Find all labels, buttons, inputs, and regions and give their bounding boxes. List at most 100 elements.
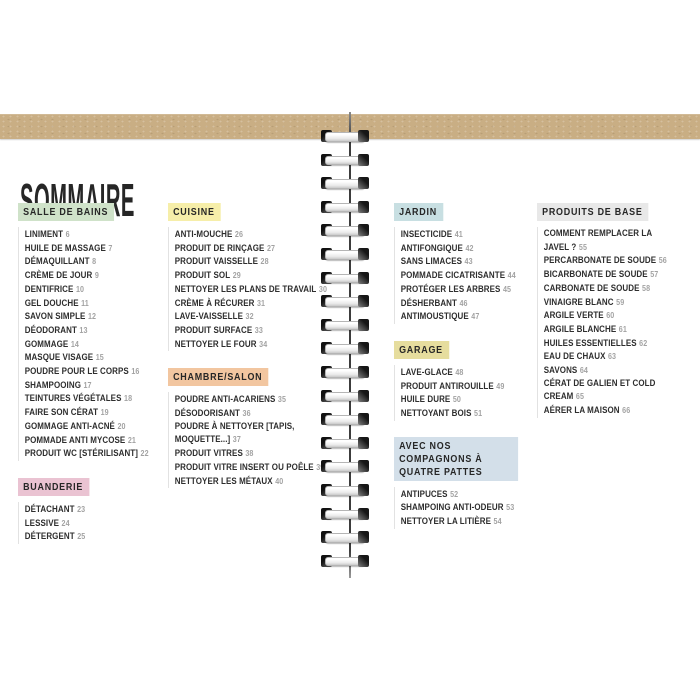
toc-section-garage: GARAGE LAVE-GLACE 48 PRODUIT ANTIROUILLE 49 H… — [394, 340, 540, 421]
toc-entry-page-number: 25 — [77, 531, 86, 542]
toc-entry: INSECTICIDE 41 — [401, 228, 546, 242]
toc-entry-page-number: 45 — [502, 283, 512, 294]
toc-entry: NETTOYANT BOIS 51 — [401, 407, 546, 421]
toc-entry-title: DENTIFRICE — [24, 283, 74, 295]
toc-entry-title: LESSIVE — [24, 517, 60, 529]
toc-entry: ANTIFONGIQUE 42 — [401, 242, 546, 256]
toc-entry-page-number: 29 — [232, 270, 241, 281]
toc-entry-title: POUDRE À NETTOYER [TAPIS, MOQUETTE...] — [174, 420, 295, 446]
toc-entry-page-number: 23 — [77, 503, 86, 514]
toc-entry-title: ANTIPUCES — [400, 488, 448, 500]
toc-entry-list: LINIMENT 6 HUILE DE MASSAGE 7 DÉMAQUILLANT 8 C… — [18, 227, 173, 461]
toc-entry-page-number: 30 — [318, 283, 328, 294]
toc-entry: HUILES ESSENTIELLES 62 — [544, 337, 695, 351]
toc-entry: LAVE-GLACE 48 — [401, 366, 546, 380]
toc-entry-page-number: 27 — [266, 242, 276, 253]
toc-entry: SANS LIMACES 43 — [401, 255, 546, 269]
toc-entry-page-number: 22 — [140, 448, 149, 459]
spiral-hole — [358, 177, 369, 190]
toc-entry-title: SHAMPOOING — [24, 379, 81, 391]
toc-entry-page-number: 34 — [259, 338, 268, 349]
toc-entry-list: LAVE-GLACE 48 PRODUIT ANTIROUILLE 49 HUILE D… — [394, 364, 546, 421]
toc-entry-title: TEINTURES VÉGÉTALES — [24, 393, 122, 405]
toc-entry: PRODUIT WC [STÉRILISANT] 22 — [25, 447, 174, 461]
toc-entry: NETTOYER LE FOUR 34 — [175, 338, 338, 352]
spiral-hole — [358, 295, 369, 308]
toc-entry-title: LAVE-VAISSELLE — [174, 311, 243, 323]
toc-entry: SAVON SIMPLE 12 — [25, 310, 174, 324]
toc-entry: LESSIVE 24 — [25, 517, 174, 531]
spiral-hole — [358, 531, 369, 544]
toc-entry-page-number: 15 — [95, 352, 104, 363]
toc-entry: GOMMAGE ANTI-ACNÉ 20 — [25, 420, 174, 434]
section-label-garage: GARAGE — [394, 340, 449, 359]
toc-entry-title: PRODUIT VAISSELLE — [174, 256, 259, 268]
toc-entry: MASQUE VISAGE 15 — [25, 351, 174, 365]
toc-entry: CRÈME À RÉCURER 31 — [175, 297, 338, 311]
toc-entry-page-number: 13 — [79, 324, 88, 335]
toc-entry: TEINTURES VÉGÉTALES 18 — [25, 392, 174, 406]
toc-entry-title: LAVE-GLACE — [400, 366, 453, 378]
toc-entry-page-number: 38 — [245, 448, 254, 459]
toc-entry-page-number: 61 — [618, 323, 627, 334]
toc-entry-list: COMMENT REMPLACER LA JAVEL ? 55 PERCARBONA… — [537, 227, 694, 418]
toc-entry-page-number: 31 — [256, 297, 266, 308]
toc-entry-page-number: 21 — [127, 434, 136, 445]
toc-entry-title: BICARBONATE DE SOUDE — [543, 269, 648, 281]
spiral-hole — [358, 224, 369, 237]
toc-entry: PROTÉGER LES ARBRES 45 — [401, 283, 546, 297]
toc-entry: PRODUIT DE RINÇAGE 27 — [175, 242, 338, 256]
toc-entry: DÉTACHANT 23 — [25, 503, 174, 517]
toc-entry-page-number: 53 — [506, 502, 515, 513]
toc-entry-title: AÉRER LA MAISON — [543, 405, 620, 417]
toc-entry-title: PROTÉGER LES ARBRES — [400, 283, 501, 295]
spiral-ring — [321, 177, 369, 190]
spiral-hole — [358, 342, 369, 355]
toc-entry-page-number: 46 — [459, 297, 468, 308]
toc-entry: GOMMAGE 14 — [25, 338, 174, 352]
spiral-hole — [358, 460, 369, 473]
toc-entry: PRODUIT ANTIROUILLE 49 — [401, 380, 546, 394]
toc-entry-title: CÉRAT DE GALIEN ET COLD CREAM — [543, 377, 656, 403]
toc-entry: ANTIPUCES 52 — [401, 488, 546, 502]
toc-entry: DENTIFRICE 10 — [25, 283, 174, 297]
spiral-hole — [358, 436, 369, 449]
toc-entry-page-number: 37 — [232, 434, 241, 445]
toc-entry-list: ANTIPUCES 52 SHAMPOING ANTI-ODEUR 53 NETTOYE… — [394, 486, 546, 529]
toc-entry-title: SAVON SIMPLE — [24, 311, 86, 323]
toc-column-1: SALLE DE BAINS LINIMENT 6 HUILE DE MASSAGE 7… — [18, 202, 168, 545]
toc-entry-title: POMMADE ANTI MYCOSE — [24, 434, 126, 446]
toc-entry-title: MASQUE VISAGE — [24, 352, 94, 364]
toc-entry-page-number: 51 — [474, 408, 483, 419]
spiral-ring — [321, 484, 369, 497]
toc-entry-page-number: 39 — [316, 462, 324, 472]
toc-entry-page-number: 36 — [242, 408, 251, 419]
toc-column-2: CUISINE ANTI-MOUCHE 26 PRODUIT DE RINÇAGE 27… — [168, 202, 332, 489]
toc-entry-title: POUDRE ANTI-ACARIENS — [174, 394, 276, 406]
toc-entry-title: SANS LIMACES — [400, 256, 463, 268]
toc-column-3: JARDIN INSECTICIDE 41 ANTIFONGIQUE 42 SANS LI… — [394, 202, 540, 529]
toc-entry-page-number: 12 — [87, 311, 97, 322]
toc-entry: PERCARBONATE DE SOUDE 56 — [544, 254, 695, 268]
toc-entry-title: FAIRE SON CÉRAT — [24, 407, 99, 419]
toc-entry-title: HUILE DE MASSAGE — [24, 242, 106, 254]
toc-entry-title: DÉMAQUILLANT — [24, 256, 90, 268]
toc-entry-page-number: 9 — [94, 270, 99, 281]
spiral-hole — [358, 271, 369, 284]
spiral-hole — [358, 248, 369, 260]
spiral-hole — [358, 318, 369, 331]
toc-entry-title: NETTOYER LE FOUR — [174, 338, 257, 350]
toc-entry-page-number: 57 — [650, 269, 659, 280]
toc-entry-title: EAU DE CHAUX — [543, 351, 606, 363]
spiral-hole — [358, 389, 369, 402]
toc-entry-title: NETTOYER LA LITIÈRE — [400, 516, 491, 528]
toc-entry: DÉMAQUILLANT 8 — [25, 255, 174, 269]
toc-entry-page-number: 16 — [131, 366, 140, 377]
toc-entry: ANTIMOUSTIQUE 47 — [401, 310, 546, 324]
toc-entry-page-number: 14 — [70, 338, 79, 349]
toc-entry: POMMADE ANTI MYCOSE 21 — [25, 434, 174, 448]
spiral-hole — [358, 366, 369, 378]
toc-entry-page-number: 49 — [496, 380, 505, 391]
toc-entry: PRODUIT SOL 29 — [175, 269, 338, 283]
toc-section-jardin: JARDIN INSECTICIDE 41 ANTIFONGIQUE 42 SANS LI… — [394, 202, 540, 324]
